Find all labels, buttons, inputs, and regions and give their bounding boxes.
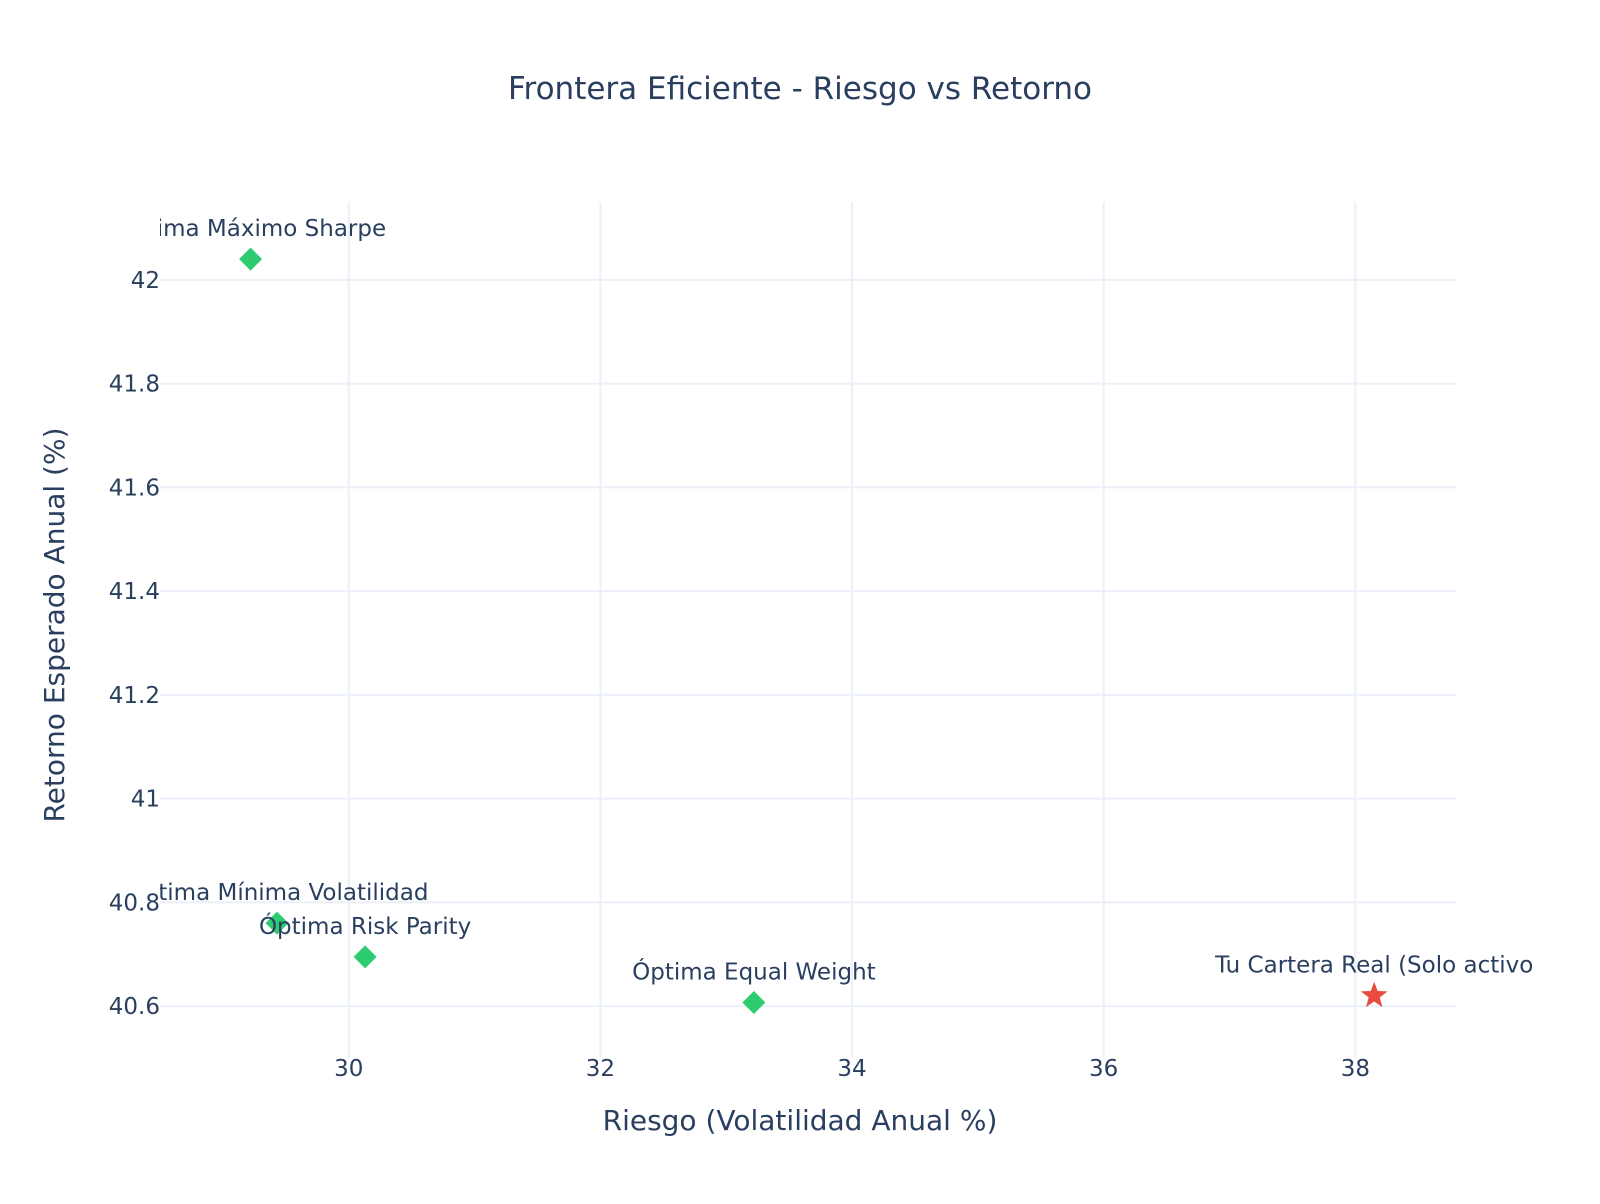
y-tick-label: 42	[131, 268, 160, 294]
diamond-marker	[742, 990, 766, 1014]
x-tick-label: 36	[1089, 1056, 1118, 1082]
x-tick-label: 38	[1341, 1056, 1370, 1082]
x-tick-label: 34	[837, 1056, 866, 1082]
point-label: Óptima Mínima Volatilidad	[126, 878, 429, 906]
y-tick-label: 41.2	[109, 683, 160, 709]
y-tick-label: 41.4	[109, 579, 160, 605]
diamond-marker	[239, 247, 263, 271]
y-tick-label: 41	[131, 787, 160, 813]
point-label: Óptima Risk Parity	[259, 912, 471, 940]
x-tick-label: 32	[586, 1056, 615, 1082]
y-tick-label: 41.6	[109, 475, 160, 501]
point-label: Óptima Equal Weight	[632, 957, 876, 985]
point-labels: Óptima Máximo Sharpe Óptima Mínima Volati…	[115, 214, 1533, 985]
x-tick-label: 30	[334, 1056, 363, 1082]
y-tick-label: 40.6	[109, 994, 160, 1020]
diamond-marker	[265, 911, 289, 935]
chart-title: Frontera Eficiente - Riesgo vs Retorno	[508, 71, 1092, 107]
point-label: Óptima Máximo Sharpe	[115, 214, 386, 242]
y-tick-label: 40.8	[109, 890, 160, 916]
data-points	[239, 247, 1388, 1014]
point-label: Tu Cartera Real (Solo activo	[1214, 953, 1533, 979]
diamond-marker	[353, 945, 377, 969]
y-axis-title: Retorno Esperado Anual (%)	[38, 427, 71, 822]
star-marker	[1360, 981, 1388, 1008]
y-tick-label: 41.8	[109, 372, 160, 398]
grid	[160, 202, 1456, 1058]
tick-labels: 30 32 34 36 38 40.6 40.8 41 41.2 41.4 41.6 41.8 42	[109, 268, 1370, 1082]
x-axis-title: Riesgo (Volatilidad Anual %)	[603, 1104, 998, 1137]
